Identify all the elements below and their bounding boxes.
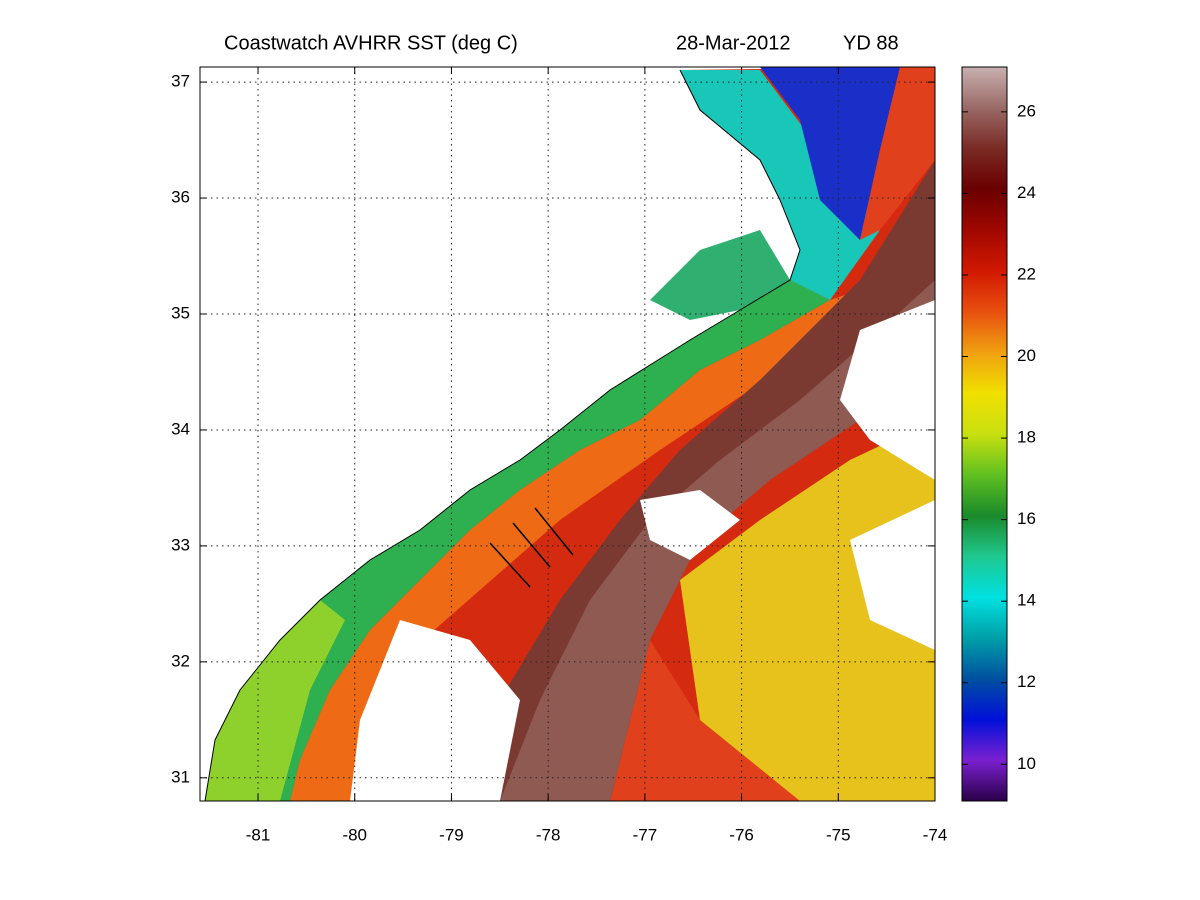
- offshore-orange: [610, 640, 800, 801]
- colorbar-tick-label: 22: [1017, 264, 1036, 283]
- x-tick-label: -78: [536, 825, 561, 844]
- cloud: [840, 300, 935, 480]
- colorbar-tick-label: 14: [1017, 591, 1036, 610]
- colorbar-tick-label: 20: [1017, 346, 1036, 365]
- y-tick-label: 34: [171, 419, 190, 438]
- cloud: [640, 490, 740, 560]
- transect: [489, 542, 531, 588]
- x-tick-label: -75: [826, 825, 851, 844]
- x-tick-label: -80: [342, 825, 367, 844]
- shelf-lightgreen: [205, 600, 345, 801]
- year-day: YD 88: [843, 32, 899, 54]
- colorbar-tick-label: 12: [1017, 672, 1036, 691]
- x-tick-label: -79: [439, 825, 464, 844]
- title: Coastwatch AVHRR SST (deg C): [224, 32, 518, 54]
- colorbar-tick-label: 26: [1017, 101, 1036, 120]
- y-tick-label: 35: [171, 303, 190, 322]
- map-frame: [199, 66, 936, 802]
- x-tick-label: -76: [729, 825, 754, 844]
- x-tick-label: -74: [923, 825, 948, 844]
- title-block: Coastwatch AVHRR SST (deg C) 28-Mar-2012…: [224, 32, 899, 54]
- y-tick-label: 31: [171, 767, 190, 786]
- transect: [512, 522, 551, 568]
- y-tick-label: 36: [171, 188, 190, 207]
- sst-field: [200, 67, 935, 801]
- x-tick-label: -77: [633, 825, 658, 844]
- colorbar-tick-label: 16: [1017, 509, 1036, 528]
- colorbar: [961, 66, 1008, 802]
- colorbar-tick-label: 10: [1017, 754, 1036, 773]
- cloud: [850, 500, 935, 650]
- gulf-stream-core: [500, 280, 935, 801]
- north-red: [860, 67, 935, 240]
- sound-green: [650, 230, 790, 320]
- x-tick-label: -81: [246, 825, 271, 844]
- colorbar-tick-label: 18: [1017, 428, 1036, 447]
- y-tick-label: 32: [171, 651, 190, 670]
- transect: [534, 507, 574, 556]
- gulf-stream: [420, 160, 935, 801]
- offshore-yellow: [680, 420, 935, 801]
- y-tick-label: 37: [171, 72, 190, 91]
- cloud: [350, 620, 520, 801]
- north-blue: [760, 67, 900, 240]
- coastline: [204, 69, 801, 801]
- axes: -81 -80 -79 -78 -77 -76 -75 -74 31 32 33 34 35 36 37: [171, 67, 947, 844]
- colorbar-tick-label: 24: [1017, 183, 1036, 202]
- date: 28-Mar-2012: [676, 32, 791, 54]
- nc-teal: [680, 70, 880, 300]
- y-tick-label: 33: [171, 535, 190, 554]
